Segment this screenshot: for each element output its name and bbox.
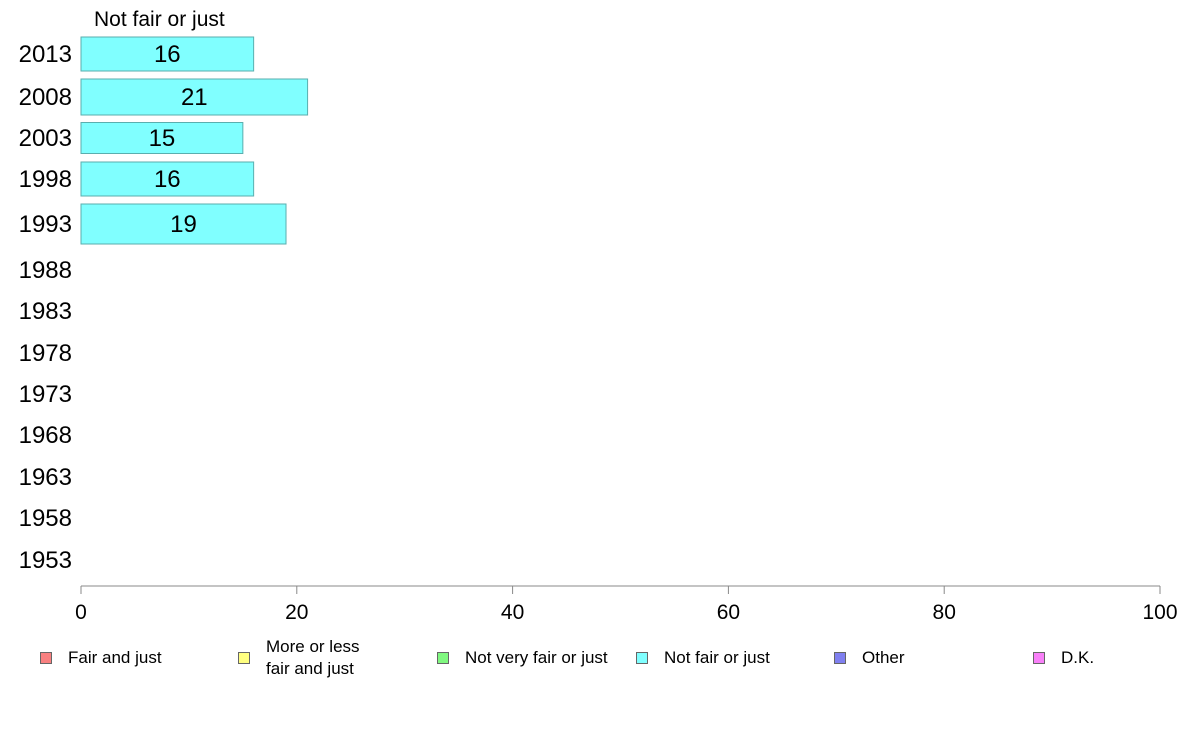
category-label-1973: 1973 — [19, 381, 72, 408]
category-label-1953: 1953 — [19, 547, 72, 574]
bar-value-label-1993: 19 — [170, 211, 197, 238]
panel-title: Not fair or just — [94, 8, 225, 31]
legend-swatch-d-k — [1033, 652, 1045, 664]
x-tick-label-20: 20 — [285, 601, 308, 624]
bar-2008 — [80, 78, 309, 116]
category-label-1963: 1963 — [19, 464, 72, 491]
category-label-2013: 2013 — [19, 41, 72, 68]
x-tick-label-100: 100 — [1142, 601, 1177, 624]
category-label-1978: 1978 — [19, 340, 72, 367]
legend-swatch-not-very-fair-or-just — [437, 652, 449, 664]
legend-item-fair-and-just: Fair and just — [40, 636, 162, 680]
bar-value-label-2003: 15 — [149, 125, 176, 152]
legend-item-not-fair-or-just: Not fair or just — [636, 636, 770, 680]
bar-1998 — [80, 161, 255, 197]
bar-1993 — [80, 203, 287, 245]
legend-swatch-fair-and-just — [40, 652, 52, 664]
bar-value-label-1998: 16 — [154, 166, 181, 193]
bar-value-label-2008: 21 — [181, 84, 208, 111]
category-label-2008: 2008 — [19, 84, 72, 111]
legend-item-not-very-fair-or-just: Not very fair or just — [437, 636, 608, 680]
legend-item-d-k: D.K. — [1033, 636, 1094, 680]
legend-label-fair-and-just: Fair and just — [68, 648, 162, 667]
x-axis: 0 20 40 60 80 100 — [75, 585, 1178, 624]
x-tick-label-40: 40 — [501, 601, 524, 624]
legend-item-more-or-less-fair-and-just: More or less fair and just — [238, 636, 360, 680]
legend-label-more-or-less-fair-and-just: More or less fair and just — [266, 637, 360, 678]
legend-label-not-very-fair-or-just: Not very fair or just — [465, 648, 608, 667]
x-tick-label-60: 60 — [717, 601, 740, 624]
category-labels: 2013 2008 2003 1998 1993 1988 1983 1978 1973 1968… — [19, 41, 72, 574]
category-label-1983: 1983 — [19, 298, 72, 325]
bar-2003 — [80, 122, 244, 154]
category-label-1993: 1993 — [19, 211, 72, 238]
legend: Fair and just More or less fair and just N… — [0, 636, 1188, 686]
category-label-1988: 1988 — [19, 257, 72, 284]
x-tick-label-80: 80 — [933, 601, 956, 624]
legend-swatch-not-fair-or-just — [636, 652, 648, 664]
legend-label-other: Other — [862, 648, 905, 667]
x-tick-label-0: 0 — [75, 601, 87, 624]
legend-label-not-fair-or-just: Not fair or just — [664, 648, 770, 667]
legend-item-other: Other — [834, 636, 905, 680]
category-label-2003: 2003 — [19, 125, 72, 152]
category-label-1968: 1968 — [19, 422, 72, 449]
legend-label-d-k: D.K. — [1061, 648, 1095, 667]
category-label-1998: 1998 — [19, 166, 72, 193]
bar-value-label-2013: 16 — [154, 41, 181, 68]
legend-swatch-other — [834, 652, 846, 664]
bar-2013 — [80, 36, 255, 72]
legend-swatch-more-or-less-fair-and-just — [238, 652, 250, 664]
category-label-1958: 1958 — [19, 505, 72, 532]
